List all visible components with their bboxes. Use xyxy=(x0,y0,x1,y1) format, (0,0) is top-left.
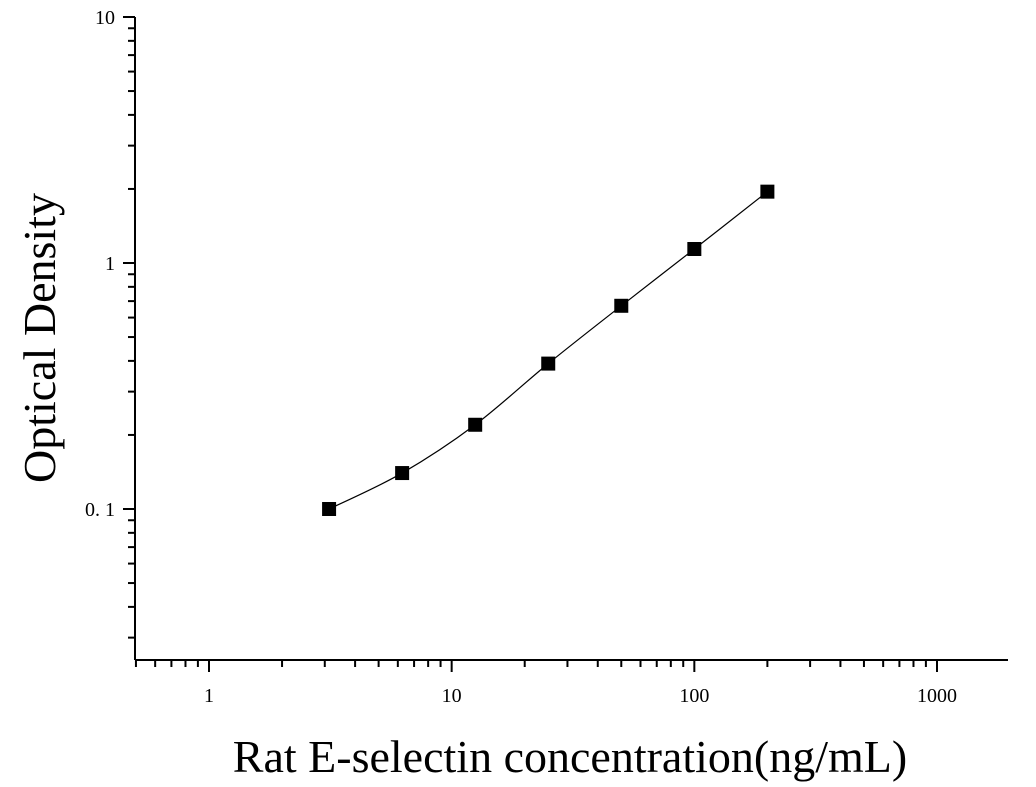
fit-curve xyxy=(328,191,768,510)
axes xyxy=(134,17,1008,661)
y-axis-title: Optical Density xyxy=(14,193,65,483)
fit-curve-group xyxy=(328,191,768,510)
x-tick-label: 1 xyxy=(204,685,214,707)
data-point xyxy=(541,356,556,371)
x-axis-title: Rat E-selectin concentration(ng/mL) xyxy=(233,731,907,782)
data-point xyxy=(468,417,483,432)
data-point xyxy=(687,242,702,257)
data-points xyxy=(322,184,775,516)
data-point xyxy=(395,466,410,481)
x-tick-label: 1000 xyxy=(917,685,957,707)
data-point xyxy=(760,184,775,199)
x-tick-label: 100 xyxy=(679,685,709,707)
x-tick-label: 10 xyxy=(442,685,462,707)
y-tick-label: 1 xyxy=(105,253,115,275)
data-point xyxy=(322,502,337,516)
ticks: 1 10 100 1000 0. 1 1 10 xyxy=(85,7,957,707)
y-tick-label: 10 xyxy=(95,7,115,29)
y-tick-label: 0. 1 xyxy=(85,499,115,521)
data-point xyxy=(614,298,629,313)
